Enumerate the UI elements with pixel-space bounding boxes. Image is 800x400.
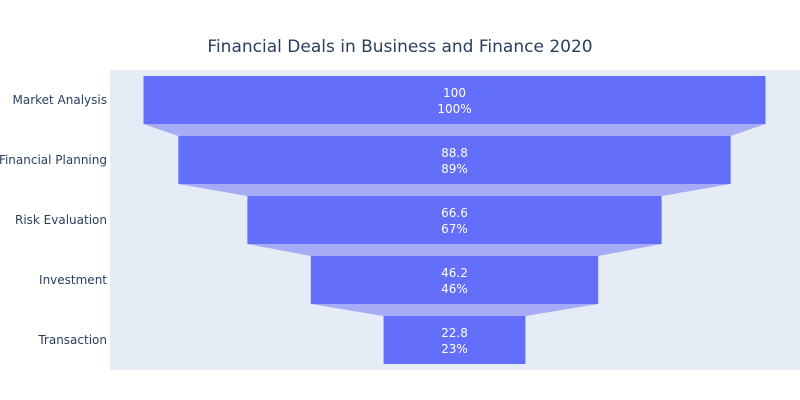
value-label: 100 (443, 86, 466, 100)
funnel-connector (178, 184, 731, 196)
percent-label: 89% (441, 162, 468, 176)
chart-title: Financial Deals in Business and Finance … (207, 37, 592, 57)
funnel-bar-financial-planning (178, 136, 731, 184)
category-label-risk-evaluation: Risk Evaluation (15, 213, 107, 227)
funnel-bars: 100 100% 88.8 89% 66.6 67% 46.2 46% 22.8 23% (143, 76, 766, 364)
value-label: 46.2 (441, 266, 468, 280)
funnel-connector (310, 304, 599, 316)
value-label: 88.8 (441, 146, 468, 160)
funnel-connector (247, 244, 662, 256)
value-label: 22.8 (441, 326, 468, 340)
funnel-connector (143, 124, 766, 136)
percent-label: 23% (441, 342, 468, 356)
value-label: 66.6 (441, 206, 468, 220)
category-labels: Market Analysis Financial Planning Risk Ev… (0, 93, 107, 347)
category-label-market-analysis: Market Analysis (12, 93, 107, 107)
category-label-transaction: Transaction (37, 333, 107, 347)
percent-label: 100% (437, 102, 471, 116)
category-label-investment: Investment (39, 273, 107, 287)
funnel-bar-investment (310, 256, 599, 304)
funnel-bar-risk-evaluation (247, 196, 662, 244)
funnel-bar-transaction (383, 316, 526, 364)
funnel-connectors (143, 124, 766, 316)
percent-label: 46% (441, 282, 468, 296)
category-label-financial-planning: Financial Planning (0, 153, 107, 167)
percent-label: 67% (441, 222, 468, 236)
funnel-bar-market-analysis (143, 76, 766, 124)
